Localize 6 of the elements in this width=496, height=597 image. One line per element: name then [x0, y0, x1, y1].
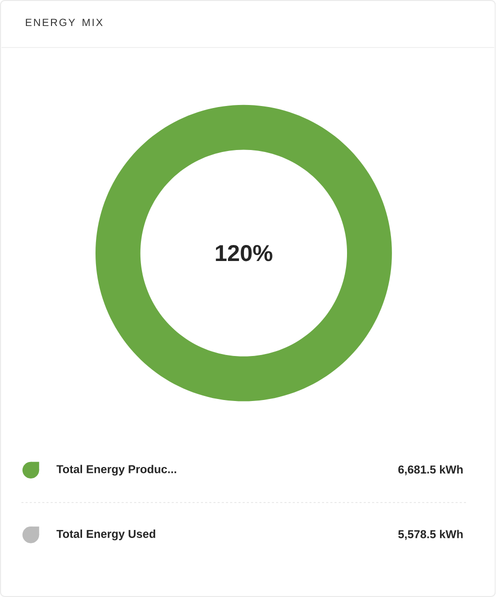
chart-title: ENERGY MIX [26, 18, 103, 26]
legend-label: Total Energy Used [56, 530, 156, 540]
legend-label: Total Energy Produc... [56, 464, 176, 476]
text: 5,578.5 kWh [398, 530, 463, 540]
text: 6,681.5 kWh [398, 465, 463, 476]
text: 120% [216, 244, 272, 262]
